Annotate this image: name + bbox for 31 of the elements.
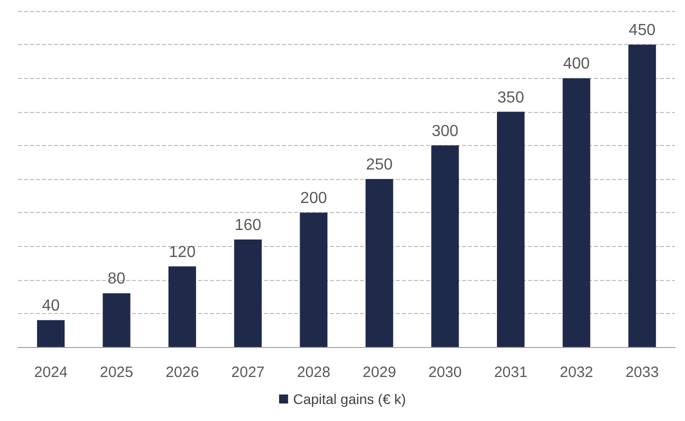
data-label: 160 bbox=[234, 216, 262, 234]
data-label: 40 bbox=[42, 298, 60, 315]
bar bbox=[496, 112, 525, 347]
bar bbox=[628, 44, 656, 347]
data-label: 400 bbox=[563, 56, 590, 73]
data-label: 450 bbox=[628, 22, 656, 40]
bar bbox=[234, 239, 262, 347]
x-tick-label: 2029 bbox=[362, 364, 396, 381]
bar bbox=[366, 179, 394, 347]
bar bbox=[431, 145, 459, 347]
legend-label: Capital gains (€ k) bbox=[293, 391, 406, 407]
bar bbox=[300, 212, 328, 347]
data-label: 120 bbox=[168, 244, 196, 261]
bar bbox=[562, 78, 590, 347]
data-label: 250 bbox=[366, 156, 393, 174]
data-label: 200 bbox=[300, 190, 328, 208]
x-tick-label: 2026 bbox=[166, 364, 199, 381]
x-tick-label: 2024 bbox=[34, 364, 68, 381]
data-label: 350 bbox=[497, 89, 524, 106]
x-tick-label: 2031 bbox=[494, 364, 528, 381]
x-tick-label: 2025 bbox=[100, 364, 134, 381]
x-tick-label: 2030 bbox=[428, 364, 462, 381]
x-tick-label: 2033 bbox=[625, 364, 659, 381]
bar bbox=[168, 266, 196, 347]
x-tick-label: 2027 bbox=[231, 364, 265, 381]
bar bbox=[37, 320, 65, 347]
x-tick-label: 2032 bbox=[560, 364, 594, 381]
data-label: 300 bbox=[432, 122, 458, 140]
x-tick-label: 2028 bbox=[296, 364, 330, 381]
bar bbox=[102, 293, 130, 347]
data-label: 80 bbox=[108, 270, 126, 288]
